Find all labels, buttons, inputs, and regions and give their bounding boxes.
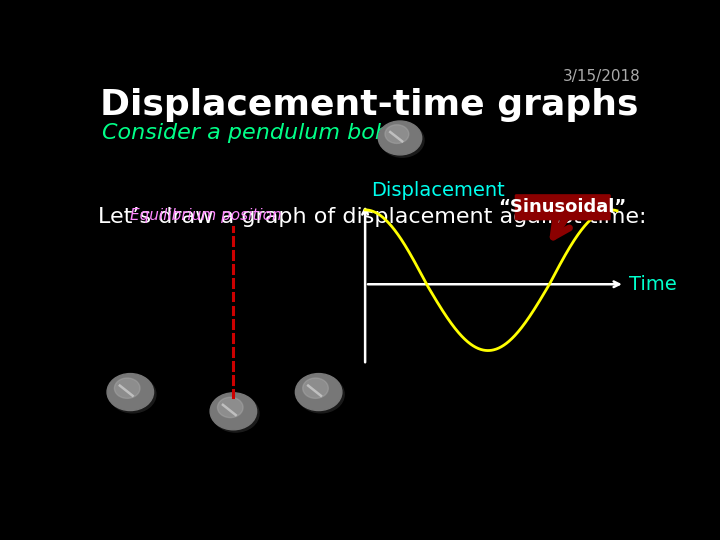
Text: Displacement-time graphs: Displacement-time graphs — [100, 88, 638, 122]
Text: Consider a pendulum bob:: Consider a pendulum bob: — [102, 123, 396, 143]
Ellipse shape — [107, 374, 153, 410]
Text: Time: Time — [629, 275, 677, 294]
Text: Equilibrium position: Equilibrium position — [130, 208, 282, 222]
Ellipse shape — [295, 374, 342, 410]
Ellipse shape — [217, 397, 243, 417]
Text: Let’s draw a graph of displacement against time:: Let’s draw a graph of displacement again… — [98, 207, 647, 227]
Ellipse shape — [297, 376, 344, 413]
Ellipse shape — [378, 121, 422, 155]
Text: Displacement: Displacement — [372, 181, 505, 200]
Ellipse shape — [381, 123, 424, 157]
Ellipse shape — [109, 376, 156, 413]
Ellipse shape — [210, 393, 256, 430]
FancyBboxPatch shape — [515, 194, 611, 220]
Ellipse shape — [212, 395, 259, 432]
Text: 3/15/2018: 3/15/2018 — [562, 69, 640, 84]
Ellipse shape — [114, 378, 140, 399]
Text: “Sinusoidal”: “Sinusoidal” — [499, 198, 627, 216]
Ellipse shape — [385, 125, 409, 144]
Ellipse shape — [302, 378, 328, 399]
